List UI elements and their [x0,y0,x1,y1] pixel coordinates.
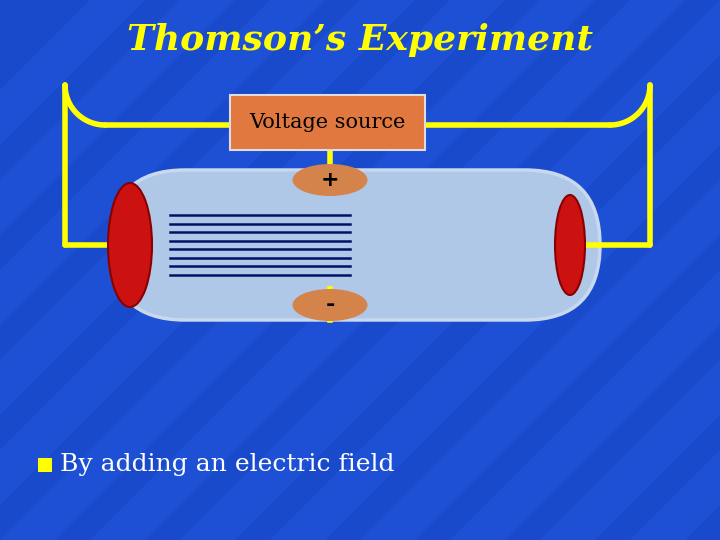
Polygon shape [270,0,720,540]
Text: Thomson’s Experiment: Thomson’s Experiment [127,23,593,57]
Text: +: + [320,170,339,190]
Polygon shape [180,0,720,540]
Polygon shape [0,0,505,540]
Polygon shape [450,0,720,540]
Ellipse shape [108,183,152,307]
Ellipse shape [292,289,367,321]
Polygon shape [0,0,415,540]
Polygon shape [540,0,720,540]
Polygon shape [0,0,235,540]
Ellipse shape [292,164,367,196]
Polygon shape [0,0,595,540]
Polygon shape [630,0,720,540]
Text: By adding an electric field: By adding an electric field [60,454,395,476]
Text: Voltage source: Voltage source [249,113,405,132]
Text: -: - [325,295,335,315]
Polygon shape [0,0,325,540]
FancyBboxPatch shape [110,170,600,320]
Polygon shape [0,0,145,540]
Polygon shape [90,0,685,540]
FancyBboxPatch shape [230,95,425,150]
FancyBboxPatch shape [38,458,52,472]
Polygon shape [360,0,720,540]
Ellipse shape [555,195,585,295]
